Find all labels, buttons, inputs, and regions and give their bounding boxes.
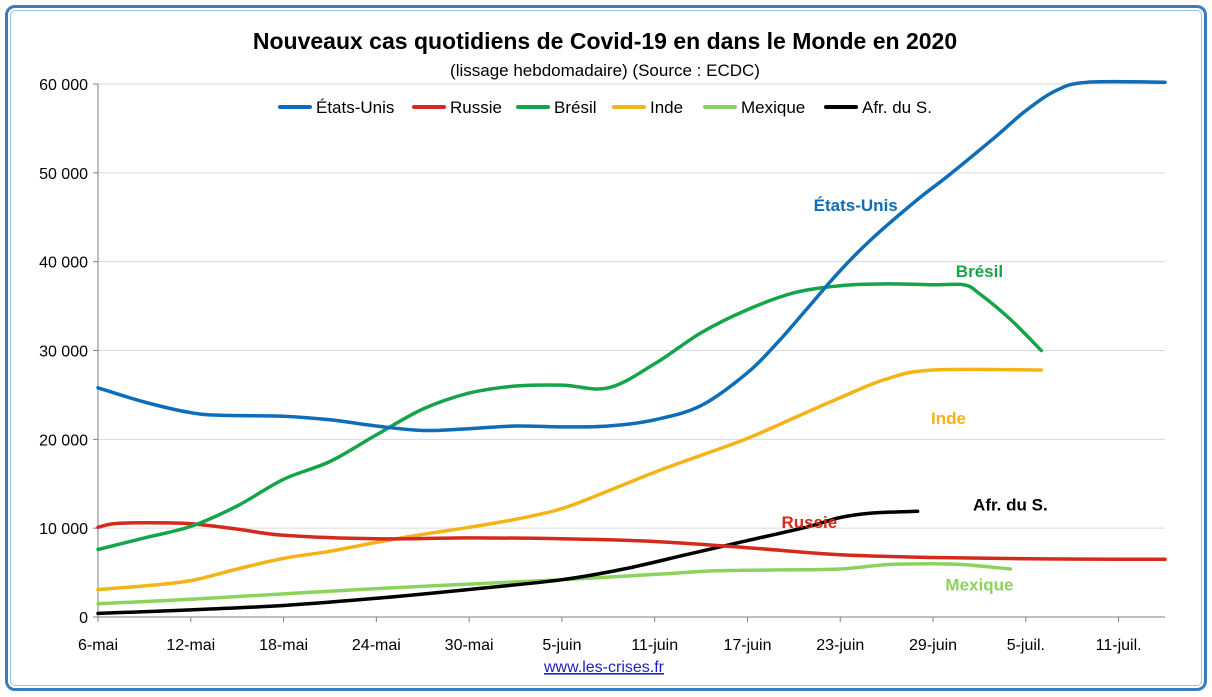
x-tick-label: 17-juin <box>723 637 771 654</box>
source-link[interactable]: www.les-crises.fr <box>543 659 665 676</box>
chart-title: Nouveaux cas quotidiens de Covid-19 en d… <box>253 28 957 54</box>
series-label: Inde <box>931 409 966 428</box>
x-tick-label: 5-juil. <box>1007 637 1045 654</box>
legend-entry: Afr. du S. <box>862 98 932 117</box>
x-tick-label: 5-juin <box>542 637 581 654</box>
legend-entry: Brésil <box>554 98 597 117</box>
series-label: États-Unis <box>814 196 898 215</box>
y-axis-ticks: 0 10 000 20 000 30 000 40 000 50 000 60 000 <box>39 77 98 627</box>
x-tick-label: 23-juin <box>816 637 864 654</box>
x-tick-label: 29-juin <box>909 637 957 654</box>
gridlines <box>98 83 1165 529</box>
series-line-inde <box>96 367 1044 592</box>
series-lines <box>96 79 1167 616</box>
legend-entry: Russie <box>450 98 502 117</box>
y-tick-label: 50 000 <box>39 166 88 183</box>
y-tick-label: 0 <box>79 610 88 627</box>
chart-subtitle: (lissage hebdomadaire) (Source : ECDC) <box>450 61 760 80</box>
y-tick-label: 60 000 <box>39 77 88 94</box>
y-tick-label: 40 000 <box>39 255 88 272</box>
legend-entry: États-Unis <box>316 98 394 117</box>
y-tick-label: 30 000 <box>39 344 88 361</box>
series-line-russie <box>96 521 1167 562</box>
series-label: Afr. du S. <box>973 495 1048 514</box>
series-line-mexique <box>96 561 1013 606</box>
x-tick-label: 12-mai <box>166 637 215 654</box>
x-tick-label: 11-juil. <box>1096 637 1142 654</box>
legend-entry: Inde <box>650 98 683 117</box>
series-line-afr-du-s- <box>96 509 920 616</box>
series-line-br-sil <box>96 282 1044 552</box>
y-tick-label: 10 000 <box>39 521 88 538</box>
series-label: Brésil <box>956 262 1003 281</box>
series-line--tats-unis <box>96 79 1167 433</box>
series-label: Russie <box>781 513 837 532</box>
x-tick-label: 30-mai <box>445 637 494 654</box>
y-tick-label: 20 000 <box>39 432 88 449</box>
legend-entry: Mexique <box>741 98 805 117</box>
x-tick-label: 11-juin <box>631 637 678 654</box>
legend: États-Unis Russie Brésil Inde Mexique Afr. du… <box>278 98 932 117</box>
x-axis-ticks: 6-mai 12-mai 18-mai 24-mai 30-mai 5-juin 11-ju… <box>78 617 1142 654</box>
series-labels: États-Unis Russie Brésil Inde Mexique Afr. du… <box>781 196 1047 594</box>
x-tick-label: 6-mai <box>78 637 118 654</box>
series-label: Mexique <box>945 575 1013 594</box>
x-tick-label: 24-mai <box>352 637 401 654</box>
x-tick-label: 18-mai <box>259 637 308 654</box>
